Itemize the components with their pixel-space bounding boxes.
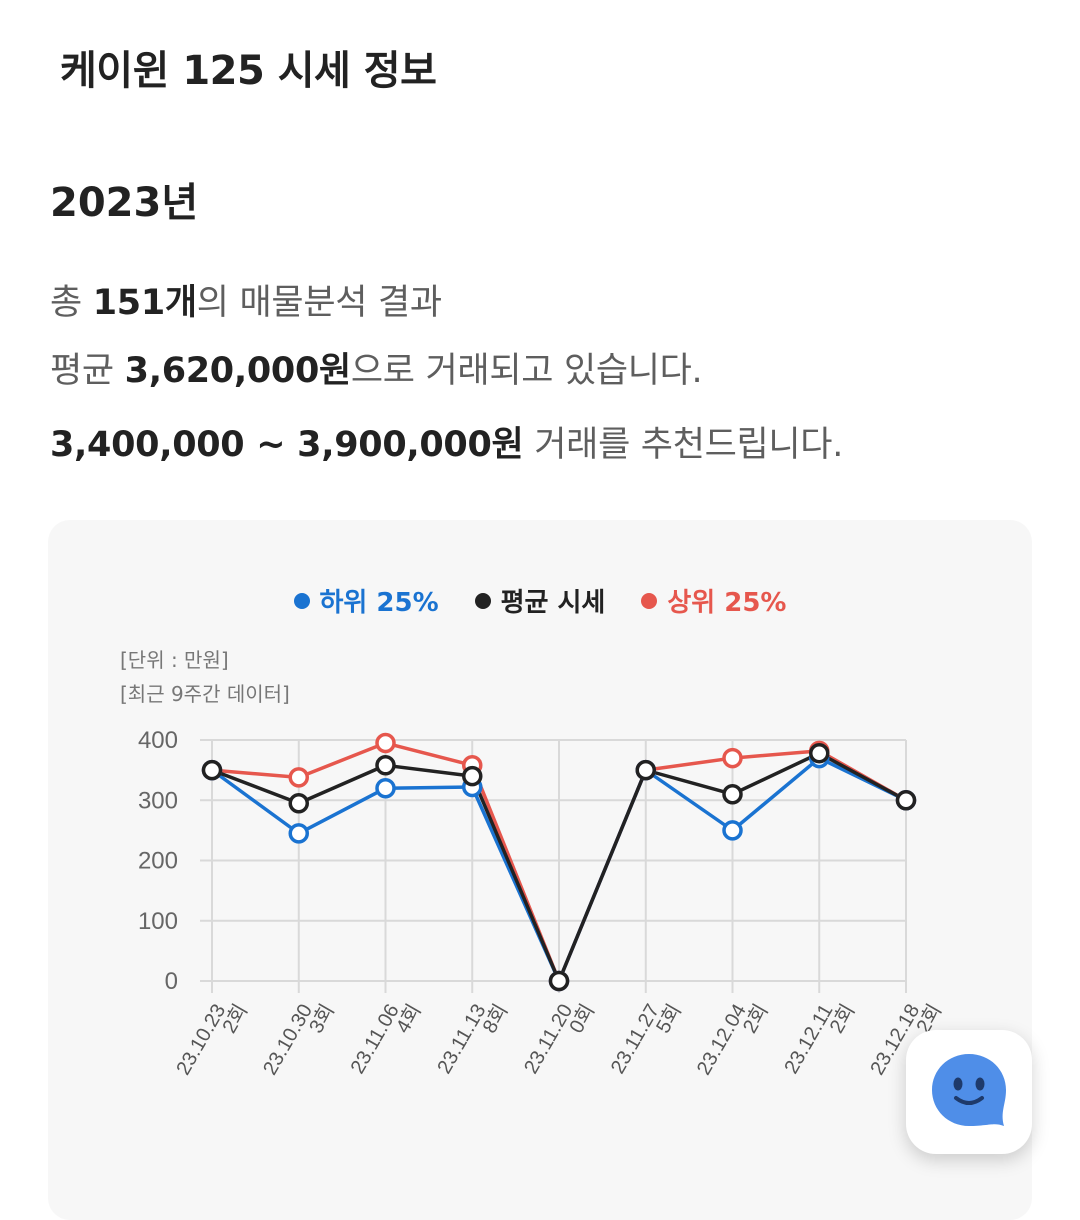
- unit-note: [단위 : 만원]: [120, 648, 229, 672]
- chatbot-face-icon: [932, 1054, 1006, 1126]
- recommended-range: 3,400,000 ~ 3,900,000원: [50, 425, 524, 465]
- x-tick-count-label: 2회: [738, 1000, 773, 1037]
- data-point: [722, 820, 743, 841]
- legend-dot-average: [474, 592, 491, 609]
- period-note: [최근 9주간 데이터]: [120, 682, 290, 706]
- x-tick-label: 23.11.06: [347, 1001, 404, 1078]
- x-tick-label: 23.11.20: [520, 1001, 577, 1078]
- x-tick-count-label: 2회: [218, 1000, 253, 1037]
- data-point: [462, 765, 483, 787]
- y-tick-label: 100: [138, 908, 178, 935]
- legend-item-high[interactable]: 상위 25%: [641, 582, 786, 619]
- data-point: [375, 777, 396, 799]
- y-tick-label: 200: [138, 848, 178, 875]
- summary-text: 거래를 추천드립니다.: [523, 425, 844, 465]
- summary-text: 의 매물분석 결과: [196, 283, 442, 323]
- data-point: [635, 759, 656, 781]
- data-point: [288, 767, 309, 788]
- data-point: [375, 755, 396, 776]
- average-price: 3,620,000원: [124, 351, 352, 391]
- year-heading: 2023년: [50, 180, 199, 226]
- y-tick-label: 400: [138, 727, 178, 754]
- legend-label-average: 평균 시세: [500, 588, 606, 618]
- data-point: [288, 823, 309, 844]
- x-tick-label: 23.11.27: [607, 1001, 664, 1078]
- x-tick-label: 23.10.23: [172, 1001, 230, 1079]
- legend-label-high: 상위 25%: [667, 588, 787, 618]
- x-tick-count-label: 0회: [565, 1000, 600, 1037]
- summary-average-line: 평균 3,620,000원으로 거래되고 있습니다.: [50, 342, 703, 393]
- x-tick-count-label: 5회: [651, 1000, 686, 1037]
- legend-dot-high: [641, 592, 658, 609]
- legend-item-low[interactable]: 하위 25%: [293, 582, 439, 619]
- data-point: [548, 970, 570, 992]
- x-tick-count-label: 8회: [478, 1000, 513, 1037]
- summary-text: 으로 거래되고 있습니다.: [350, 351, 703, 391]
- summary-text: 총: [50, 283, 93, 323]
- data-point: [375, 732, 396, 754]
- data-point: [895, 790, 917, 811]
- y-tick-label: 300: [138, 787, 178, 814]
- x-tick-count-label: 4회: [391, 1000, 426, 1037]
- summary-text: 평균: [50, 351, 125, 391]
- x-tick-count-label: 3회: [304, 1000, 339, 1037]
- x-tick-label: 23.12.04: [693, 1001, 751, 1079]
- page-title: 케이윈 125 시세 정보: [60, 48, 437, 94]
- x-tick-label: 23.11.13: [433, 1001, 490, 1078]
- x-tick-count-label: 2회: [825, 1000, 860, 1037]
- chart-legend: 하위 25% 평균 시세 상위 25%: [48, 582, 1032, 619]
- listing-count: 151개: [92, 283, 197, 323]
- x-tick-label: 23.10.30: [259, 1001, 317, 1079]
- data-point: [288, 793, 309, 814]
- data-point: [809, 743, 830, 764]
- legend-dot-low: [293, 592, 310, 609]
- data-point: [201, 759, 223, 781]
- data-point: [722, 747, 743, 769]
- legend-label-low: 하위 25%: [319, 588, 439, 618]
- legend-item-average[interactable]: 평균 시세: [474, 582, 606, 619]
- y-tick-label: 0: [165, 968, 178, 995]
- data-point: [722, 783, 743, 805]
- summary-count-line: 총 151개의 매물분석 결과: [50, 274, 442, 325]
- price-chart-card: 0 100 200 300 400 23.10.23 2회 23.10.30 3회 23.11.0…: [48, 520, 1032, 1220]
- summary-recommend-line: 3,400,000 ~ 3,900,000원 거래를 추천드립니다.: [50, 416, 843, 467]
- x-tick-label: 23.12.11: [780, 1001, 837, 1078]
- chatbot-button[interactable]: [906, 1030, 1032, 1154]
